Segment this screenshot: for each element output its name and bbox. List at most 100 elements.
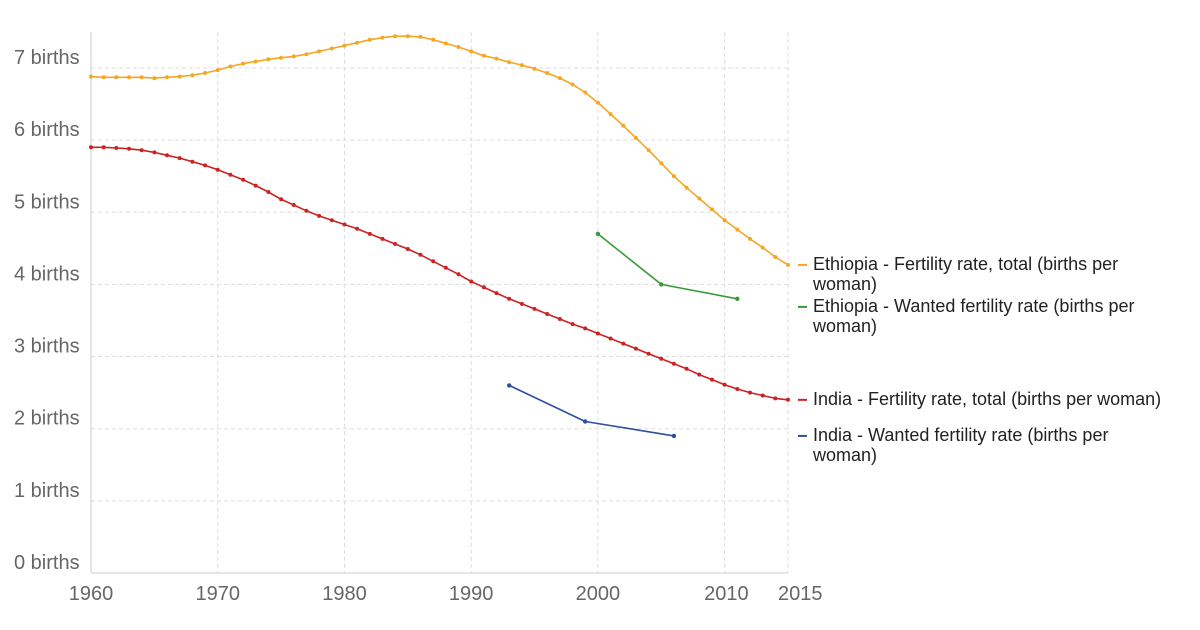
data-point — [291, 203, 296, 207]
data-point — [557, 317, 562, 321]
data-point — [735, 296, 740, 301]
data-point — [114, 75, 119, 80]
data-point — [329, 46, 334, 51]
data-point — [266, 190, 271, 194]
data-point — [621, 341, 626, 346]
y-tick-label: 3 births — [14, 336, 80, 358]
data-point — [748, 390, 752, 395]
y-tick-label: 7 births — [14, 47, 80, 69]
data-point — [735, 387, 740, 391]
data-point — [443, 265, 448, 270]
data-point — [481, 285, 486, 290]
data-point — [735, 227, 740, 232]
data-point — [583, 419, 588, 424]
data-point — [101, 145, 106, 150]
data-point — [329, 218, 334, 223]
data-point — [469, 279, 474, 284]
legend: Ethiopia - Fertility rate, total (births… — [798, 254, 1161, 465]
data-point — [317, 213, 322, 218]
data-point — [748, 236, 752, 241]
data-point — [583, 90, 588, 95]
data-point — [469, 49, 474, 54]
data-point — [152, 76, 157, 81]
data-point — [380, 236, 385, 241]
data-point — [215, 68, 220, 73]
data-point — [114, 146, 119, 150]
data-point — [241, 177, 246, 182]
data-point — [89, 145, 93, 150]
legend-label: India - Fertility rate, total (births pe… — [813, 389, 1161, 409]
data-point — [405, 34, 410, 39]
data-point — [355, 226, 360, 231]
data-point — [139, 75, 144, 80]
data-point — [722, 382, 727, 387]
data-point — [773, 255, 778, 259]
data-point — [456, 45, 461, 49]
data-point — [507, 383, 512, 388]
data-point — [659, 282, 664, 287]
legend-label: woman) — [812, 274, 877, 294]
x-axis-ticks: 1960 1970 1980 1990 2000 2010 2015 — [69, 583, 823, 605]
data-point — [152, 150, 157, 155]
data-point — [760, 245, 765, 250]
data-point — [481, 53, 486, 58]
data-point — [215, 167, 220, 172]
data-point — [633, 346, 638, 351]
data-point — [165, 153, 169, 158]
data-point — [621, 123, 626, 128]
y-axis-ticks: 0 births 1 births 2 births 3 births 4 births… — [14, 47, 80, 574]
data-point — [595, 100, 600, 105]
data-point — [786, 397, 790, 402]
axes — [90, 31, 788, 574]
legend-label: woman) — [812, 316, 877, 336]
x-tick-label: 2015 — [778, 583, 823, 605]
data-point — [203, 71, 208, 75]
data-point — [431, 37, 436, 42]
data-point — [127, 75, 131, 80]
x-tick-label: 1970 — [195, 583, 240, 605]
data-point — [773, 396, 778, 401]
data-point — [253, 183, 258, 188]
series-line — [90, 35, 789, 266]
data-point — [177, 156, 182, 161]
data-point — [203, 163, 208, 168]
y-tick-label: 6 births — [14, 119, 80, 141]
data-point — [697, 372, 702, 377]
data-point — [760, 393, 765, 398]
data-point — [710, 207, 714, 212]
data-point — [583, 326, 588, 331]
data-point — [101, 75, 106, 80]
data-point — [608, 112, 613, 117]
data-point — [139, 148, 144, 153]
data-point — [519, 63, 524, 68]
data-point — [443, 41, 448, 46]
y-tick-label: 4 births — [14, 263, 80, 285]
data-point — [633, 135, 638, 140]
data-point — [355, 40, 360, 45]
data-point — [279, 197, 284, 202]
data-point — [253, 59, 258, 64]
data-point — [786, 262, 790, 267]
data-point — [304, 208, 309, 213]
legend-label: Ethiopia - Fertility rate, total (births… — [813, 254, 1118, 274]
data-point — [710, 377, 714, 382]
data-point — [697, 196, 702, 201]
data-point — [519, 301, 524, 306]
data-point — [342, 43, 347, 48]
data-point — [228, 172, 233, 177]
data-point — [659, 161, 664, 166]
gridlines — [91, 31, 789, 573]
data-point — [532, 306, 537, 311]
data-point — [456, 272, 461, 277]
series-lines — [89, 34, 790, 439]
data-point — [532, 66, 537, 71]
data-point — [279, 55, 284, 60]
y-tick-label: 5 births — [14, 191, 80, 213]
data-point — [671, 433, 677, 439]
y-tick-label: 2 births — [14, 408, 80, 430]
series-line — [597, 233, 738, 300]
data-point — [405, 247, 410, 251]
data-point — [570, 322, 575, 327]
data-point — [177, 74, 182, 79]
data-point — [684, 185, 689, 190]
